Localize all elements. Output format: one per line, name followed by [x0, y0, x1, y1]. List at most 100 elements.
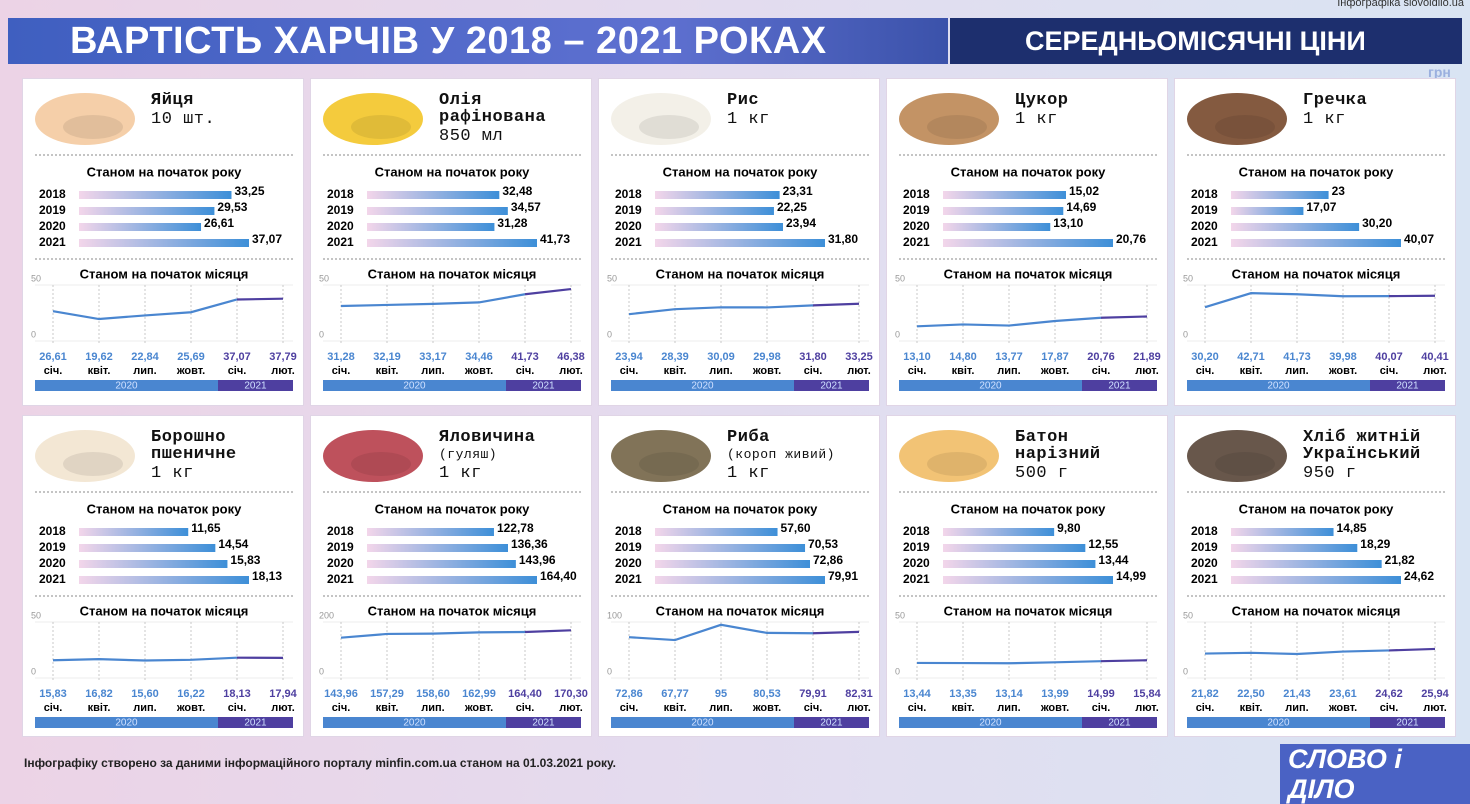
point-value-label: 79,91: [799, 688, 827, 700]
year-band-label: 2021: [244, 381, 267, 392]
year-label: 2018: [39, 524, 66, 538]
bar-value-label: 15,83: [230, 553, 260, 567]
month-label: жовт.: [176, 702, 205, 714]
point-value-label: 25,94: [1421, 688, 1449, 700]
bar: [367, 544, 508, 552]
point-value-label: 14,99: [1087, 688, 1115, 700]
bar: [655, 223, 783, 231]
point-value-label: 39,98: [1329, 351, 1357, 363]
bar-value-label: 24,62: [1404, 569, 1434, 583]
year-label: 2018: [903, 524, 930, 538]
month-label: січ.: [908, 702, 927, 714]
month-label: лип.: [421, 702, 444, 714]
year-band-label: 2020: [403, 718, 426, 729]
bar-value-label: 21,82: [1385, 553, 1415, 567]
point-value-label: 15,83: [39, 688, 67, 700]
bar: [943, 528, 1054, 536]
year-label: 2019: [1191, 540, 1218, 554]
bar: [655, 239, 825, 247]
month-label: січ.: [228, 365, 247, 377]
point-value-label: 30,09: [707, 351, 735, 363]
month-label: лют.: [559, 702, 583, 714]
point-value-label: 41,73: [1283, 351, 1311, 363]
bar: [1231, 576, 1401, 584]
bar-caption: Станом на початок року: [1239, 164, 1394, 179]
bar-caption: Станом на початок року: [87, 501, 242, 516]
product-icon-shade: [927, 452, 987, 476]
month-label: лют.: [271, 702, 295, 714]
bar: [943, 544, 1085, 552]
year-label: 2019: [327, 540, 354, 554]
bar-value-label: 122,78: [497, 521, 534, 535]
point-value-label: 30,20: [1191, 351, 1219, 363]
bar: [655, 576, 825, 584]
point-value-label: 13,35: [949, 688, 977, 700]
year-label: 2020: [39, 556, 66, 570]
year-band-label: 2020: [1267, 381, 1290, 392]
year-label: 2019: [615, 203, 642, 217]
bar-caption: Станом на початок року: [951, 164, 1106, 179]
bar: [655, 207, 774, 215]
point-value-label: 164,40: [508, 688, 542, 700]
point-value-label: 67,77: [661, 688, 689, 700]
y-tick-label: 0: [1183, 666, 1188, 676]
bar: [367, 560, 516, 568]
month-label: квіт.: [376, 702, 399, 714]
month-label: січ.: [516, 702, 535, 714]
price-line: [1101, 660, 1147, 661]
point-value-label: 157,29: [370, 688, 404, 700]
bar: [1231, 191, 1329, 199]
page-subtitle: СЕРЕДНЬОМІСЯЧНІ ЦІНИ: [1025, 18, 1366, 64]
year-label: 2019: [615, 540, 642, 554]
product-icon-shade: [639, 452, 699, 476]
month-label: лип.: [1285, 365, 1308, 377]
y-tick-label: 0: [895, 666, 900, 676]
year-label: 2018: [615, 524, 642, 538]
month-label: жовт.: [464, 702, 493, 714]
month-label: січ.: [44, 702, 63, 714]
point-value-label: 82,31: [845, 688, 873, 700]
year-band-label: 2021: [820, 381, 843, 392]
year-label: 2019: [1191, 203, 1218, 217]
bar-caption: Станом на початок року: [663, 164, 818, 179]
credit: Інфографіка slovoidilo.ua: [1337, 0, 1464, 9]
price-line: [525, 630, 571, 632]
year-label: 2021: [1191, 572, 1218, 586]
year-band-label: 2020: [1267, 718, 1290, 729]
point-value-label: 34,46: [465, 351, 493, 363]
bar: [79, 560, 227, 568]
month-label: квіт.: [952, 702, 975, 714]
year-label: 2019: [903, 540, 930, 554]
y-tick-label: 50: [31, 610, 41, 620]
month-label: лют.: [847, 365, 871, 377]
point-value-label: 21,82: [1191, 688, 1219, 700]
month-label: квіт.: [664, 365, 687, 377]
month-label: січ.: [1380, 365, 1399, 377]
year-label: 2018: [327, 187, 354, 201]
point-value-label: 17,94: [269, 688, 297, 700]
point-value-label: 24,62: [1375, 688, 1403, 700]
year-label: 2021: [327, 572, 354, 586]
year-label: 2021: [327, 235, 354, 249]
year-label: 2021: [39, 572, 66, 586]
year-label: 2019: [39, 203, 66, 217]
year-band-label: 2020: [691, 718, 714, 729]
month-label: жовт.: [1328, 365, 1357, 377]
product-icon-shade: [1215, 452, 1275, 476]
bar-value-label: 37,07: [252, 232, 282, 246]
month-label: квіт.: [1240, 365, 1263, 377]
bar-value-label: 41,73: [540, 232, 570, 246]
bar-value-label: 14,69: [1066, 200, 1096, 214]
page: {"header": {"credit": "Інфографіка slovo…: [0, 0, 1470, 777]
y-tick-label: 0: [895, 329, 900, 339]
point-value-label: 40,07: [1375, 351, 1403, 363]
point-value-label: 20,76: [1087, 351, 1115, 363]
point-value-label: 170,30: [554, 688, 588, 700]
y-tick-label: 50: [607, 273, 617, 283]
year-band-label: 2020: [115, 718, 138, 729]
